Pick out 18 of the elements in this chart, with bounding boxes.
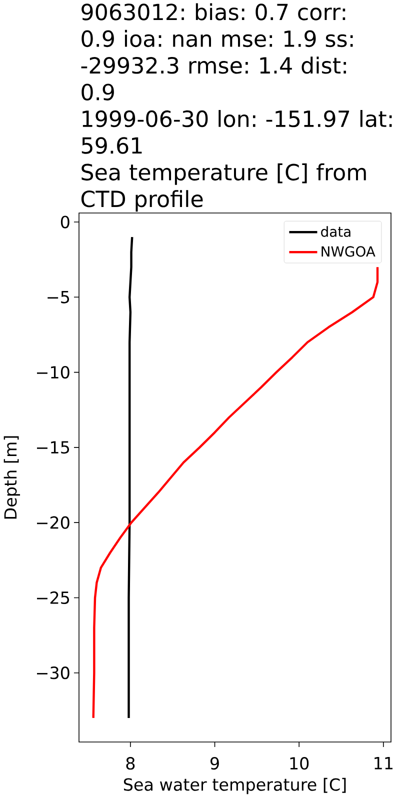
- chart-subtitle: 1999-06-30 lon: -151.97 lat: 59.61: [82, 110, 392, 154]
- y-tick-label: −15: [36, 441, 70, 454]
- x-axis-title: Sea water temperature [C]: [124, 778, 346, 794]
- legend-label: data: [321, 226, 350, 237]
- x-tick-label: 8: [126, 757, 135, 770]
- y-tick-label: −10: [36, 366, 70, 379]
- x-tick-label: 10: [290, 757, 309, 770]
- y-tick-label: −20: [36, 516, 70, 529]
- chart-title: 9063012: bias: 0.7 corr: 0.9 ioa: nan mse: 1.9 ss: -29932.3 rmse: 1.4 dist: 0.9: [81, 3, 353, 100]
- x-tick-label: 9: [210, 757, 219, 770]
- y-tick-label: −5: [48, 290, 70, 304]
- x-tick-label: 11: [374, 757, 392, 770]
- y-tick-label: 0: [60, 216, 70, 228]
- y-tick-label: −25: [36, 591, 70, 604]
- y-tick-label: −30: [36, 666, 70, 680]
- y-axis-title: Depth [m]: [4, 436, 20, 519]
- text: Sea temperature [C] from CTD profile: [81, 163, 366, 212]
- legend-label: NWGOA: [322, 246, 376, 257]
